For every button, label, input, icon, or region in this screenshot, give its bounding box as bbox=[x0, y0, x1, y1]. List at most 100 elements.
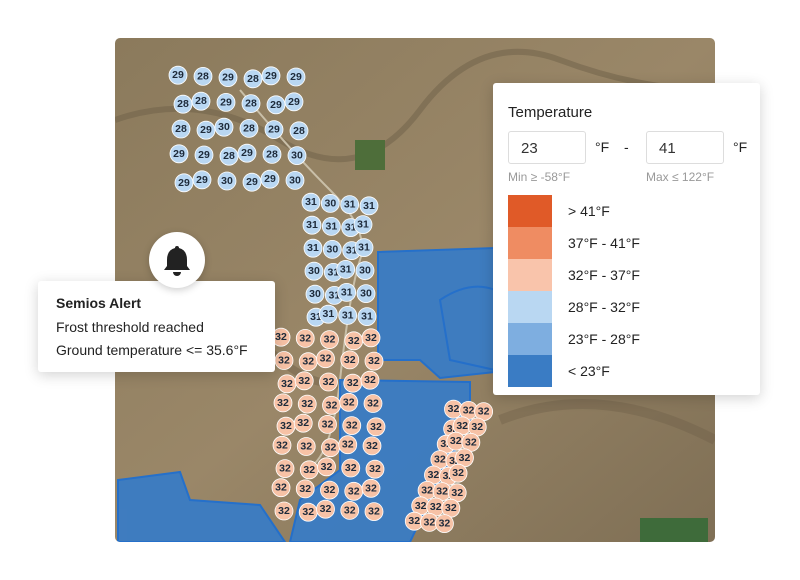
sensor-marker bbox=[342, 416, 362, 436]
sensor-reading: 32 bbox=[365, 332, 377, 344]
sensor-marker bbox=[340, 500, 360, 520]
sensor-marker bbox=[365, 459, 385, 479]
alert-line: Ground temperature <= 35.6°F bbox=[56, 342, 248, 358]
sensor-marker bbox=[192, 170, 212, 190]
sensor-marker bbox=[364, 502, 384, 522]
sensor-reading: 31 bbox=[361, 311, 373, 323]
sensor-reading: 32 bbox=[348, 335, 360, 347]
sensor-reading: 32 bbox=[368, 506, 380, 518]
sensor-marker bbox=[316, 349, 335, 369]
sensor-marker bbox=[260, 169, 280, 189]
sensor-reading: 32 bbox=[368, 355, 380, 367]
sensor-reading: 31 bbox=[327, 266, 339, 278]
sensor-reading: 32 bbox=[478, 406, 490, 418]
sensor-reading: 31 bbox=[344, 199, 356, 211]
sensor-marker bbox=[168, 65, 188, 85]
legend-panel: Temperature 23 °F - 41 °F Min ≥ -58°F Ma… bbox=[493, 83, 760, 395]
sensor-marker bbox=[359, 196, 379, 216]
sensor-marker bbox=[196, 120, 216, 140]
sensor-marker bbox=[173, 94, 193, 114]
legend-swatch bbox=[508, 195, 552, 227]
sensor-marker bbox=[295, 328, 315, 348]
sensor-reading: 32 bbox=[320, 503, 332, 515]
sensor-reading: 28 bbox=[175, 123, 187, 135]
sensor-marker bbox=[266, 95, 286, 115]
sensor-marker bbox=[241, 94, 261, 113]
sensor-reading: 32 bbox=[276, 439, 288, 451]
sensor-reading: 31 bbox=[358, 242, 370, 254]
sensor-marker bbox=[322, 239, 342, 259]
sensor-reading: 32 bbox=[443, 470, 455, 482]
sensor-reading: 30 bbox=[360, 288, 372, 300]
sensor-reading: 32 bbox=[366, 440, 378, 452]
sensor-reading: 30 bbox=[308, 265, 320, 277]
sensor-marker bbox=[336, 259, 356, 279]
sensor-reading: 32 bbox=[346, 420, 358, 432]
sensor-reading: 32 bbox=[440, 438, 452, 450]
sensor-marker bbox=[321, 216, 341, 236]
sensor-reading: 32 bbox=[439, 518, 451, 530]
sensor-reading: 32 bbox=[320, 353, 332, 365]
sensor-reading: 32 bbox=[367, 398, 379, 410]
sensor-marker bbox=[275, 459, 295, 479]
sensor-reading: 32 bbox=[452, 467, 464, 479]
sensor-marker bbox=[361, 328, 381, 348]
bell-icon bbox=[164, 246, 190, 276]
sensor-reading: 31 bbox=[340, 263, 352, 275]
sensor-reading: 32 bbox=[322, 418, 334, 430]
sensor-reading: 31 bbox=[306, 219, 318, 231]
max-input[interactable]: 41 bbox=[646, 131, 724, 164]
sensor-marker bbox=[287, 146, 307, 166]
sensor-reading: 32 bbox=[299, 483, 311, 495]
sensor-marker bbox=[366, 417, 386, 437]
sensor-marker bbox=[273, 393, 293, 413]
sensor-reading: 28 bbox=[266, 148, 278, 160]
sensor-marker bbox=[360, 370, 380, 390]
sensor-reading: 28 bbox=[197, 70, 209, 82]
green-field bbox=[355, 140, 385, 170]
sensor-reading: 32 bbox=[342, 439, 354, 451]
sensor-marker bbox=[320, 193, 340, 213]
sensor-marker bbox=[318, 414, 337, 434]
sensor-reading: 30 bbox=[309, 288, 321, 300]
sensor-reading: 32 bbox=[447, 423, 459, 435]
sensor-reading: 32 bbox=[321, 461, 333, 473]
sensor-marker bbox=[355, 261, 375, 281]
sensor-reading: 32 bbox=[459, 452, 471, 464]
sensor-reading: 31 bbox=[307, 242, 319, 254]
sensor-reading: 29 bbox=[270, 99, 282, 111]
sensor-reading: 32 bbox=[451, 487, 463, 499]
sensor-reading: 29 bbox=[198, 149, 210, 161]
sensor-marker bbox=[217, 171, 237, 191]
sensor-reading: 32 bbox=[281, 378, 293, 390]
sensor-reading: 32 bbox=[465, 436, 477, 448]
sensor-reading: 30 bbox=[289, 174, 301, 186]
sensor-marker bbox=[303, 238, 323, 258]
unit: °F bbox=[595, 139, 610, 155]
sensor-marker bbox=[362, 436, 382, 456]
sensor-reading: 31 bbox=[357, 219, 369, 231]
sensor-marker bbox=[319, 372, 338, 392]
ridge bbox=[115, 48, 715, 163]
sensor-marker bbox=[194, 145, 214, 165]
sensor-reading: 32 bbox=[324, 334, 336, 346]
sensor-reading: 30 bbox=[326, 243, 338, 255]
sensor-reading: 32 bbox=[428, 469, 440, 481]
legend-label: 28°F - 32°F bbox=[568, 299, 640, 315]
sensor-reading: 29 bbox=[196, 174, 208, 186]
sensor-marker bbox=[272, 435, 292, 455]
sensor-marker bbox=[339, 392, 359, 412]
sensor-marker bbox=[293, 413, 313, 433]
sensor-marker bbox=[169, 144, 189, 164]
min-input[interactable]: 23 bbox=[508, 131, 586, 164]
sensor-reading: 32 bbox=[449, 455, 461, 467]
bell-badge bbox=[149, 232, 205, 288]
sensor-reading: 32 bbox=[300, 441, 312, 453]
sensor-reading: 28 bbox=[195, 95, 207, 107]
sensor-reading: 32 bbox=[298, 375, 310, 387]
sensor-marker bbox=[356, 284, 376, 304]
sensor-reading: 29 bbox=[220, 96, 232, 108]
sensor-marker bbox=[242, 172, 262, 192]
sensor-marker bbox=[364, 351, 384, 371]
sensor-reading: 32 bbox=[415, 500, 427, 512]
